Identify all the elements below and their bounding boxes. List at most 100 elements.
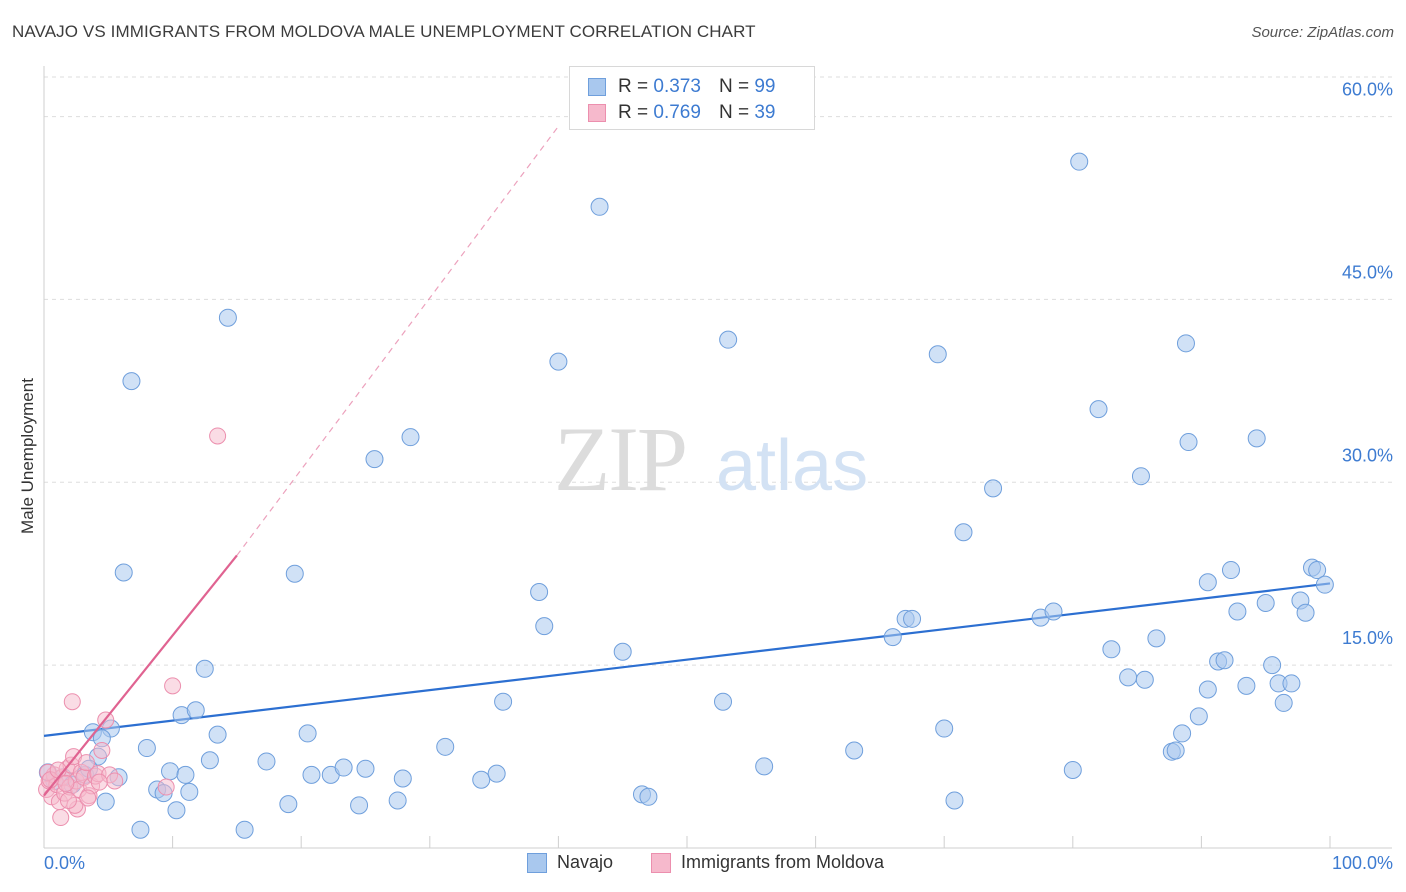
navajo-point (1173, 724, 1192, 743)
n-label: N = (718, 76, 750, 97)
watermark-atlas: atlas (716, 426, 868, 506)
moldova-point (93, 741, 111, 759)
moldova-point (157, 778, 175, 796)
navajo-point (719, 330, 738, 349)
moldova-points (38, 427, 238, 827)
navajo-point (350, 796, 369, 815)
navajo-point (180, 782, 199, 801)
moldova-point (106, 772, 124, 790)
x-tick-labels: 0.0% 100.0% (44, 853, 1393, 873)
navajo-point (356, 759, 375, 778)
source-credit: Source: ZipAtlas.com (1251, 24, 1394, 41)
navajo-r-value: 0.373 (653, 76, 701, 97)
y-tick-label: 60.0% (1342, 80, 1393, 100)
moldova-legend-label: Immigrants from Moldova (681, 852, 885, 872)
navajo-point (401, 428, 420, 447)
navajo-point (1237, 676, 1256, 695)
navajo-point (1131, 467, 1150, 486)
navajo-point (1274, 693, 1293, 712)
navajo-point (186, 701, 205, 720)
watermark-zip: ZIP (554, 408, 686, 510)
navajo-legend-label: Navajo (557, 852, 614, 872)
navajo-point (1179, 433, 1198, 452)
navajo-point (535, 617, 554, 636)
navajo-point (235, 820, 254, 839)
navajo-legend-swatch (527, 852, 547, 873)
navajo-point (1263, 656, 1282, 675)
navajo-point (334, 758, 353, 777)
moldova-point (52, 809, 70, 827)
navajo-point (1176, 334, 1195, 353)
correlation-legend: R = 0.373 N = 99 R = 0.769 N = 39 (569, 66, 815, 130)
navajo-point (1189, 707, 1208, 726)
navajo-n-value: 99 (754, 76, 776, 97)
navajo-point (1102, 640, 1121, 659)
x-tick-label-right: 100.0% (1332, 853, 1393, 873)
navajo-point (388, 791, 407, 810)
legend-row-navajo: R = 0.373 N = 99 (588, 75, 775, 99)
navajo-point (436, 737, 455, 756)
moldova-point (57, 774, 75, 792)
legend-item-moldova[interactable]: Immigrants from Moldova (651, 852, 884, 873)
axes (43, 66, 1392, 849)
navajo-point (257, 752, 276, 771)
watermark: ZIP atlas (554, 408, 868, 510)
navajo-point (530, 583, 549, 601)
navajo-points (38, 152, 1334, 839)
moldova-swatch (588, 104, 606, 122)
navajo-point (200, 751, 219, 770)
navajo-point (137, 739, 156, 758)
navajo-point (845, 741, 864, 760)
moldova-point (79, 789, 97, 807)
navajo-point (208, 725, 227, 744)
navajo-point (945, 791, 964, 810)
y-tick-label: 45.0% (1342, 262, 1393, 282)
navajo-point (114, 563, 133, 582)
grid-lines (44, 76, 1392, 666)
moldova-point (164, 677, 182, 695)
navajo-point (487, 764, 506, 783)
navajo-point (1063, 760, 1082, 779)
navajo-point (1044, 602, 1063, 621)
navajo-point (285, 564, 304, 583)
moldova-n-value: 39 (754, 102, 776, 123)
moldova-r-value: 0.769 (653, 102, 701, 123)
navajo-point (714, 692, 733, 711)
legend-item-navajo[interactable]: Navajo (527, 852, 613, 873)
moldova-point (77, 754, 95, 772)
moldova-trend-extension (236, 125, 559, 556)
navajo-point (954, 523, 973, 542)
navajo-point (755, 757, 774, 776)
navajo-point (1135, 670, 1154, 689)
r-label: R = (618, 102, 649, 123)
navajo-point (984, 479, 1003, 498)
moldova-point (90, 773, 108, 791)
navajo-point (96, 792, 115, 811)
moldova-trend-line (43, 554, 238, 797)
navajo-point (176, 765, 195, 784)
navajo-trend-line (43, 582, 1331, 737)
trend-lines (43, 125, 1331, 737)
navajo-point (1221, 561, 1240, 580)
navajo-swatch (588, 78, 606, 96)
navajo-point (1315, 575, 1334, 594)
y-tick-labels: 15.0% 30.0% 45.0% 60.0% (1342, 80, 1393, 649)
navajo-point (131, 820, 150, 839)
moldova-legend-swatch (651, 852, 671, 873)
r-label: R = (618, 76, 649, 97)
moldova-point (59, 791, 77, 809)
legend-row-moldova: R = 0.769 N = 39 (588, 101, 775, 125)
chart-title: NAVAJO VS IMMIGRANTS FROM MOLDOVA MALE U… (12, 22, 756, 41)
navajo-point (279, 795, 298, 814)
navajo-point (298, 724, 317, 743)
series-legend: Navajo Immigrants from Moldova (0, 852, 1406, 876)
navajo-point (1228, 602, 1247, 621)
navajo-point (639, 787, 658, 806)
x-tick-label-left: 0.0% (44, 853, 85, 873)
navajo-point (903, 609, 922, 628)
navajo-point (161, 762, 180, 781)
y-axis-label: Male Unemployment (18, 378, 37, 534)
navajo-point (1282, 674, 1301, 693)
navajo-point (1070, 152, 1089, 171)
